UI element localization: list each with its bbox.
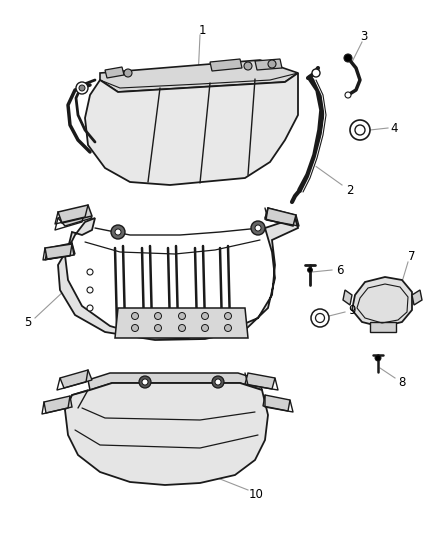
Circle shape	[142, 379, 148, 385]
Circle shape	[115, 229, 121, 235]
Circle shape	[311, 309, 329, 327]
Circle shape	[76, 82, 88, 94]
Circle shape	[155, 325, 162, 332]
Polygon shape	[65, 383, 268, 485]
Polygon shape	[88, 373, 262, 390]
Circle shape	[179, 312, 186, 319]
Circle shape	[201, 312, 208, 319]
Circle shape	[87, 269, 93, 275]
Circle shape	[212, 376, 224, 388]
Circle shape	[355, 125, 365, 135]
Polygon shape	[210, 59, 242, 71]
Circle shape	[345, 92, 351, 98]
Circle shape	[179, 325, 186, 332]
Circle shape	[344, 54, 352, 62]
Circle shape	[244, 62, 252, 70]
Circle shape	[268, 60, 276, 68]
Circle shape	[350, 120, 370, 140]
Polygon shape	[58, 210, 92, 226]
Circle shape	[111, 225, 125, 239]
Text: 4: 4	[390, 122, 398, 134]
Text: 8: 8	[398, 376, 406, 390]
Polygon shape	[105, 67, 124, 78]
Polygon shape	[60, 370, 92, 388]
Polygon shape	[100, 60, 298, 92]
Circle shape	[251, 221, 265, 235]
Polygon shape	[352, 277, 412, 327]
Circle shape	[225, 325, 232, 332]
Text: 5: 5	[25, 317, 32, 329]
Polygon shape	[343, 290, 352, 305]
Polygon shape	[48, 243, 75, 259]
Polygon shape	[265, 208, 295, 225]
Circle shape	[131, 312, 138, 319]
Circle shape	[139, 376, 151, 388]
Circle shape	[215, 379, 221, 385]
Text: 9: 9	[348, 303, 356, 317]
Polygon shape	[263, 395, 290, 411]
Circle shape	[201, 325, 208, 332]
Text: 3: 3	[360, 29, 367, 43]
Text: 1: 1	[198, 23, 206, 36]
Circle shape	[87, 305, 93, 311]
Circle shape	[315, 313, 325, 322]
Polygon shape	[85, 73, 298, 185]
Polygon shape	[58, 205, 92, 223]
Circle shape	[255, 225, 261, 231]
Text: 6: 6	[336, 263, 344, 277]
Circle shape	[87, 287, 93, 293]
Polygon shape	[44, 396, 72, 413]
Polygon shape	[255, 59, 282, 70]
Polygon shape	[45, 244, 74, 259]
Polygon shape	[370, 322, 396, 332]
Polygon shape	[58, 218, 298, 340]
Circle shape	[124, 69, 132, 77]
Circle shape	[312, 69, 320, 77]
Text: 10: 10	[248, 488, 263, 500]
Circle shape	[307, 268, 312, 272]
Text: 7: 7	[408, 249, 416, 262]
Text: 2: 2	[346, 183, 354, 197]
Polygon shape	[115, 308, 248, 338]
Circle shape	[155, 312, 162, 319]
Polygon shape	[265, 208, 296, 226]
Circle shape	[79, 85, 85, 91]
Circle shape	[375, 355, 381, 361]
Polygon shape	[412, 290, 422, 305]
Circle shape	[225, 312, 232, 319]
Polygon shape	[245, 373, 275, 389]
Circle shape	[131, 325, 138, 332]
